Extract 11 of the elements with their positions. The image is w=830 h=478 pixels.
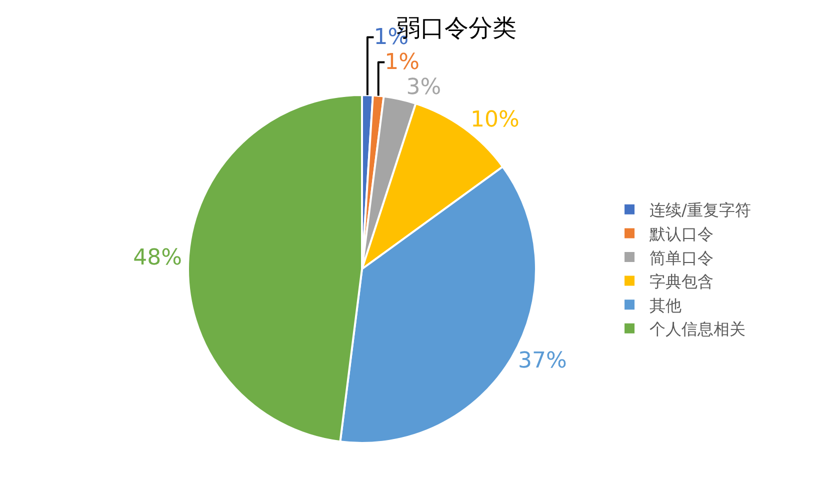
- legend-label: 字典包含: [650, 272, 714, 292]
- legend-label: 连续/重复字符: [650, 200, 751, 220]
- legend-label: 默认口令: [648, 224, 714, 244]
- data-label: 48%: [133, 246, 182, 271]
- data-label: 37%: [518, 348, 567, 374]
- data-label: 3%: [406, 74, 442, 100]
- legend-label: 个人信息相关: [650, 320, 746, 339]
- legend-label: 其他: [650, 296, 682, 315]
- legend-label: 简单口令: [650, 248, 714, 268]
- data-label: 10%: [470, 108, 520, 133]
- data-label: 1%: [384, 50, 420, 75]
